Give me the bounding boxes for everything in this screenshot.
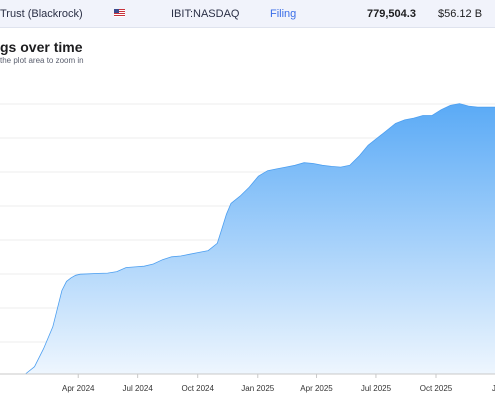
x-axis-ticks: Apr 2024 Jul 2024 Oct 2024 Jan 2025 Apr 2025… bbox=[62, 374, 495, 393]
holdings-line bbox=[25, 103, 495, 375]
holdings-area bbox=[25, 103, 495, 374]
x-tick-label: Ja bbox=[492, 384, 495, 393]
x-tick-label: Jul 2024 bbox=[123, 384, 154, 393]
x-tick-label: Apr 2024 bbox=[62, 384, 95, 393]
x-tick-label: Oct 2024 bbox=[181, 384, 214, 393]
filing-link[interactable]: Filing bbox=[270, 8, 297, 20]
x-tick-label: Jul 2025 bbox=[361, 384, 392, 393]
us-flag-icon bbox=[114, 9, 125, 17]
x-tick-label: Jan 2025 bbox=[241, 384, 274, 393]
holdings-value: $56.12 B bbox=[438, 8, 483, 20]
fund-name: Trust (Blackrock) bbox=[0, 8, 83, 20]
holding-row: Trust (Blackrock) IBIT:NASDAQ Filing 779… bbox=[0, 0, 495, 28]
holdings-amount: 779,504.3 bbox=[367, 8, 416, 20]
x-tick-label: Oct 2025 bbox=[420, 384, 453, 393]
x-tick-label: Apr 2025 bbox=[300, 384, 333, 393]
chart-subtitle: the plot area to zoom in bbox=[0, 56, 84, 65]
ticker: IBIT:NASDAQ bbox=[171, 8, 240, 20]
chart-title: gs over time bbox=[0, 39, 83, 55]
